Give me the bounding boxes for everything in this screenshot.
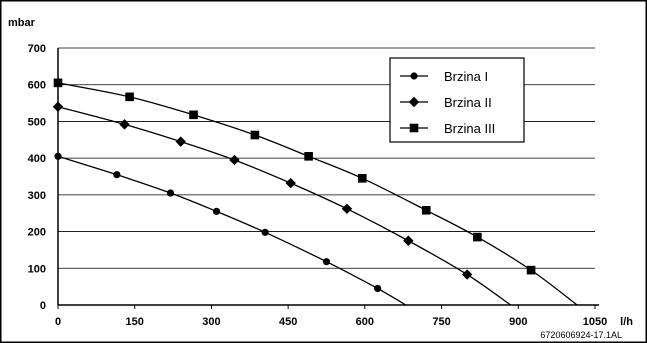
legend-label: Brzina II [444, 95, 492, 110]
x-tick-label: 900 [509, 316, 527, 328]
series-1-line [57, 155, 407, 306]
figure-code: 6720606924-17.1AL [540, 330, 622, 340]
series-1 [54, 152, 407, 306]
series-3-point [421, 205, 431, 215]
legend-marker [410, 72, 418, 80]
y-tick-label: 600 [28, 80, 46, 92]
series-1-point [374, 284, 382, 293]
series-2-point [285, 177, 296, 189]
series-3-point [53, 78, 63, 88]
x-axis-unit: l/h [620, 316, 633, 328]
series-2-point [119, 119, 130, 130]
x-tick-label: 600 [356, 316, 374, 328]
series-1-point [113, 171, 121, 179]
series-3 [53, 78, 578, 306]
legend-marker [408, 96, 420, 108]
legend-label: Brzina I [444, 69, 488, 84]
y-tick-label: 500 [28, 116, 46, 128]
series-2-point [403, 235, 414, 246]
series-3-point [189, 110, 198, 120]
series-1-point [54, 152, 62, 160]
series-2-point [461, 269, 473, 280]
series-3-point [125, 92, 134, 102]
y-tick-label: 300 [28, 190, 46, 202]
legend: Brzina I Brzina II Brzina III [389, 57, 525, 143]
y-tick-label: 700 [28, 43, 46, 55]
grid-lines [58, 47, 595, 269]
axes [57, 48, 599, 309]
series-2 [52, 101, 511, 306]
series-1-point [322, 258, 331, 266]
series-2-point [229, 154, 240, 166]
y-axis-unit: mbar [8, 17, 36, 29]
y-tick-label: 0 [40, 300, 46, 312]
series-3-point [526, 265, 536, 275]
x-tick-label: 150 [126, 316, 144, 328]
y-tick-label: 400 [28, 153, 46, 165]
series-2-point [52, 101, 64, 112]
series-3-point [304, 152, 313, 161]
series-2-point [175, 136, 186, 147]
y-tick-label: 100 [28, 263, 46, 275]
legend-label: Brzina III [444, 121, 495, 136]
series-3-point [358, 174, 367, 183]
legend-marker [409, 123, 419, 133]
series-3-point [250, 130, 260, 140]
series-2-point [341, 203, 353, 215]
x-tick-label: 0 [55, 316, 61, 328]
x-tick-label: 750 [432, 316, 450, 328]
series-3-line [57, 82, 578, 306]
x-tick-label: 300 [202, 316, 220, 328]
series-3-point [473, 232, 482, 242]
x-tick-label: 450 [279, 316, 297, 328]
x-tick-label: 1050 [583, 316, 607, 328]
series-1-point [261, 228, 269, 236]
tick-labels: 0 100 200 300 400 500 600 700 0 150 300 450 600 750 90… [28, 43, 608, 328]
y-tick-label: 200 [28, 227, 46, 239]
series-group [52, 78, 578, 306]
series-1-point [212, 207, 221, 215]
series-1-point [166, 189, 175, 197]
